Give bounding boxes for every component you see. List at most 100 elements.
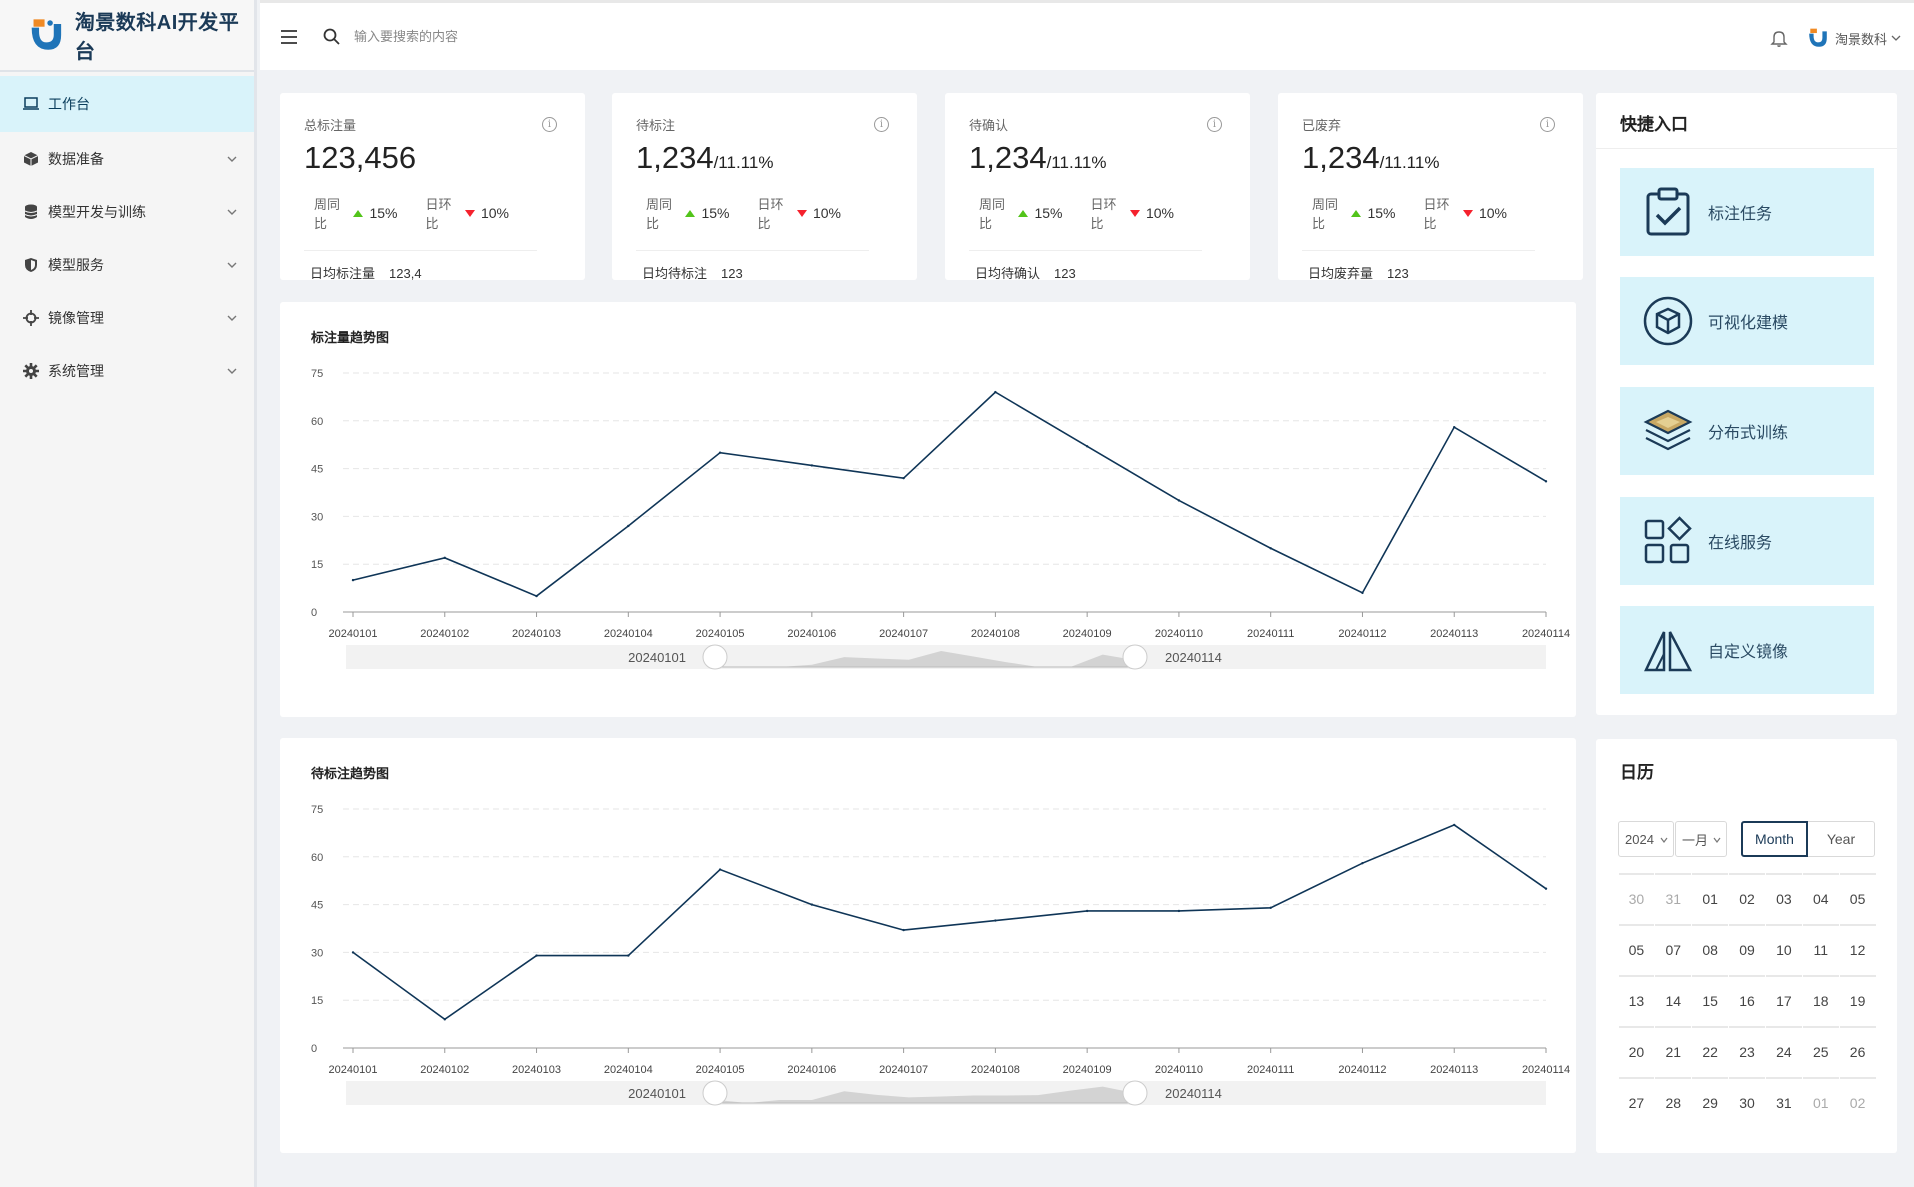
wow-label: 周同比 xyxy=(979,197,1006,231)
dod-label: 日环比 xyxy=(757,197,784,231)
quick-custom-image[interactable]: 自定义镜像 xyxy=(1620,606,1874,694)
sidebar-item-data-prep[interactable]: 数据准备 xyxy=(0,132,254,185)
sidebar-item-model-service[interactable]: 模型服务 xyxy=(0,238,254,291)
month-mode-button[interactable]: Month xyxy=(1741,821,1808,857)
zoom-handle-start[interactable] xyxy=(702,1080,728,1106)
info-icon[interactable]: i xyxy=(542,117,557,132)
calendar-day[interactable]: 20 xyxy=(1618,1026,1655,1077)
calendar-day[interactable]: 28 xyxy=(1655,1077,1692,1128)
annotation-trend-chart: 0 15 30 45 60 75 20240101 20240102 20240103 20240… xyxy=(311,368,1570,670)
calendar-day[interactable]: 30 xyxy=(1729,1077,1765,1128)
laptop-icon xyxy=(22,95,40,113)
calendar-grid: 30 31 01 02 03 04 05 05 07 08 09 10 11 12 13 14 15 16 17 18… xyxy=(1618,873,1876,1128)
calendar-day[interactable]: 21 xyxy=(1655,1026,1692,1077)
calendar-day[interactable]: 16 xyxy=(1729,975,1765,1026)
calendar-day[interactable]: 09 xyxy=(1729,924,1765,975)
zoom-handle-end[interactable] xyxy=(1122,1080,1148,1106)
stat-number: 1,234 xyxy=(1302,140,1380,175)
quick-visual-modeling[interactable]: 可视化建模 xyxy=(1620,277,1874,365)
calendar-day[interactable]: 17 xyxy=(1765,975,1802,1026)
calendar-day[interactable]: 04 xyxy=(1802,873,1839,924)
sidebar-item-system-mgmt[interactable]: 系统管理 xyxy=(0,344,254,397)
sidebar-item-workbench[interactable]: 工作台 xyxy=(0,76,254,132)
calendar-day[interactable]: 10 xyxy=(1765,924,1802,975)
data-point xyxy=(718,868,722,871)
calendar-day[interactable]: 31 xyxy=(1655,873,1692,924)
calendar-day[interactable]: 08 xyxy=(1692,924,1729,975)
stat-suffix: /11.11% xyxy=(1046,153,1107,172)
box-3d-icon xyxy=(1643,296,1693,346)
stat-card: 待确认 i 1,234/11.11% 周同比 15% 日环比 10% 日均待确认 123 xyxy=(945,93,1250,281)
dod-label: 日环比 xyxy=(425,197,452,231)
dod-value: 10% xyxy=(1478,205,1507,221)
calendar-day[interactable]: 14 xyxy=(1655,975,1692,1026)
info-icon[interactable]: i xyxy=(1207,117,1222,132)
search-icon[interactable] xyxy=(322,27,342,47)
data-point xyxy=(1177,499,1181,502)
calendar-day[interactable]: 02 xyxy=(1729,873,1765,924)
sidebar-item-label: 数据准备 xyxy=(48,150,104,167)
calendar-day[interactable]: 25 xyxy=(1802,1026,1839,1077)
menu-toggle-icon[interactable] xyxy=(278,26,300,48)
month-select[interactable]: 一月 xyxy=(1675,821,1727,857)
calendar-day[interactable]: 27 xyxy=(1618,1077,1655,1128)
calendar-day[interactable]: 13 xyxy=(1618,975,1655,1026)
zoom-handle-end[interactable] xyxy=(1122,644,1148,670)
sidebar-item-label: 模型开发与训练 xyxy=(48,203,146,220)
stat-footer: 日均废弃量 123 xyxy=(1302,263,1559,282)
app-title: 淘景数科AI开发平台 xyxy=(74,12,240,63)
bell-icon[interactable] xyxy=(1769,28,1789,48)
calendar-day[interactable]: 03 xyxy=(1765,873,1802,924)
calendar-day[interactable]: 12 xyxy=(1839,924,1876,975)
app-logo[interactable]: 淘景数科AI开发平台 xyxy=(0,0,254,72)
database-icon xyxy=(22,203,40,221)
calendar-day[interactable]: 26 xyxy=(1839,1026,1876,1077)
foot-label: 日均待标注 xyxy=(642,266,708,281)
arrow-down-icon xyxy=(796,209,807,217)
sidebar-menu: 工作台 数据准备 模型开发与训练 模型服务 镜 xyxy=(0,72,254,397)
calendar-day[interactable]: 22 xyxy=(1692,1026,1729,1077)
calendar-day[interactable]: 31 xyxy=(1765,1077,1802,1128)
calendar-day[interactable]: 11 xyxy=(1802,924,1839,975)
arrow-down-icon xyxy=(1129,209,1140,217)
quick-online-service[interactable]: 在线服务 xyxy=(1620,497,1874,585)
year-select[interactable]: 2024 xyxy=(1618,821,1674,857)
sail-icon xyxy=(1644,631,1693,672)
year-mode-button[interactable]: Year xyxy=(1808,821,1875,857)
pending-trend-card: 待标注趋势图 0 15 30 45 60 75 20240101 20240102 202401… xyxy=(280,738,1576,1153)
calendar-day[interactable]: 30 xyxy=(1618,873,1655,924)
x-tick-label: 20240112 xyxy=(1338,1064,1386,1076)
sidebar-item-image-mgmt[interactable]: 镜像管理 xyxy=(0,291,254,344)
calendar-day[interactable]: 15 xyxy=(1692,975,1729,1026)
info-icon[interactable]: i xyxy=(1540,117,1555,132)
calendar-day[interactable]: 07 xyxy=(1655,924,1692,975)
info-icon[interactable]: i xyxy=(874,117,889,132)
calendar-day[interactable]: 02 xyxy=(1839,1077,1876,1128)
calendar-day[interactable]: 19 xyxy=(1839,975,1876,1026)
calendar-week-row: 05 07 08 09 10 11 12 xyxy=(1618,924,1876,975)
stat-number: 1,234 xyxy=(969,140,1047,175)
stat-number: 1,234 xyxy=(636,140,714,175)
x-tick-label: 20240101 xyxy=(329,1064,378,1076)
calendar-day[interactable]: 29 xyxy=(1692,1077,1729,1128)
user-menu[interactable]: 淘景数科 xyxy=(1807,27,1902,49)
search-input[interactable] xyxy=(354,29,654,44)
quick-item-label: 可视化建模 xyxy=(1708,315,1789,332)
calendar-day[interactable]: 23 xyxy=(1729,1026,1765,1077)
quick-annotation-task[interactable]: 标注任务 xyxy=(1620,168,1874,256)
calendar-day[interactable]: 05 xyxy=(1618,924,1655,975)
zoom-handle-start[interactable] xyxy=(702,644,728,670)
calendar-day[interactable]: 01 xyxy=(1802,1077,1839,1128)
stat-suffix: /11.11% xyxy=(1379,153,1440,172)
cube-icon xyxy=(22,150,40,168)
zoom-mini-area xyxy=(715,650,1135,667)
calendar-day[interactable]: 24 xyxy=(1765,1026,1802,1077)
quick-distributed-training[interactable]: 分布式训练 xyxy=(1620,387,1874,475)
calendar-day[interactable]: 01 xyxy=(1692,873,1729,924)
calendar-day[interactable]: 05 xyxy=(1839,873,1876,924)
crosshair-icon xyxy=(22,309,40,327)
sidebar-item-model-dev[interactable]: 模型开发与训练 xyxy=(0,185,254,238)
foot-value: 123 xyxy=(1054,266,1076,281)
calendar-day[interactable]: 18 xyxy=(1802,975,1839,1026)
arrow-up-icon xyxy=(685,209,696,217)
